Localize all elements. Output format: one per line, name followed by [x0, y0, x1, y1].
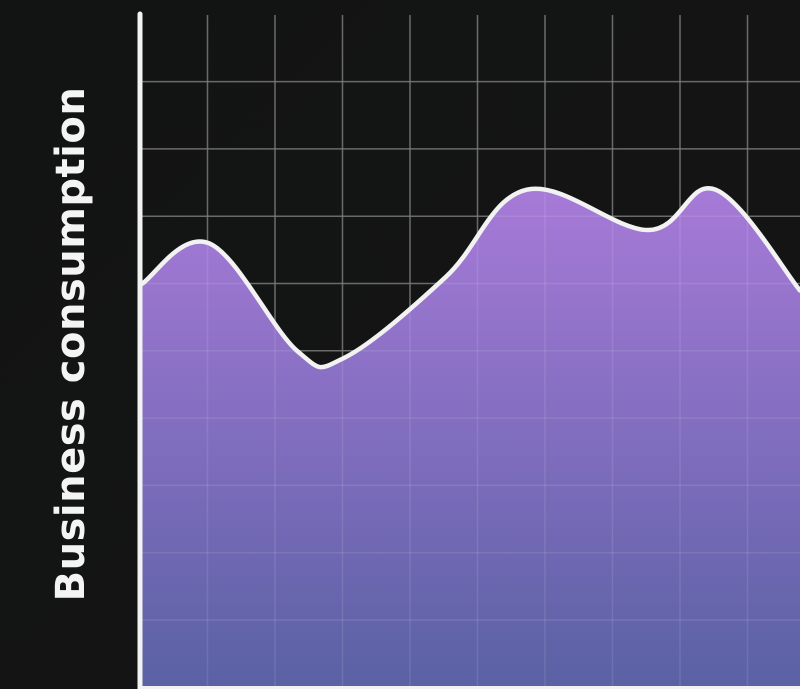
axes [137, 11, 800, 689]
area-fill [142, 188, 800, 688]
series-line-path [139, 185, 800, 370]
series-area [142, 188, 800, 688]
series-line [139, 185, 800, 370]
grid-overlay [142, 15, 800, 687]
